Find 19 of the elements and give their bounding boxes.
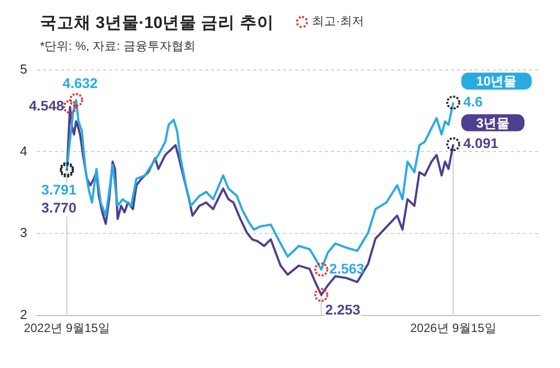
y-tick-label: 5 [20, 61, 28, 76]
y-tick-label: 4 [20, 143, 28, 158]
text: 최고·최저 [312, 13, 364, 30]
chart-subtitle: *단위: %, 자료: 금융투자협회 [40, 38, 196, 55]
annotation: 2.563 [329, 260, 365, 276]
series-label: 10년물 [476, 74, 517, 89]
series-label: 3년물 [476, 115, 510, 130]
annotation: 4.6 [463, 93, 483, 110]
annotation: 3.770 [41, 199, 77, 216]
annotation: 4.632 [62, 74, 98, 91]
annotation: 3.791 [41, 182, 77, 198]
x-tick-label: 2022년 9월15일 [24, 321, 110, 336]
x-tick-label: 2026년 9월15일 [410, 321, 496, 336]
annotation: 2.253 [325, 302, 361, 318]
annotation: 4.091 [463, 135, 498, 152]
annotation: 4.548 [28, 98, 64, 114]
y-tick-label: 3 [20, 225, 28, 240]
y-tick-label: 2 [20, 307, 28, 322]
chart-title: 국고채 3년물·10년물 금리 추이 [40, 13, 274, 34]
